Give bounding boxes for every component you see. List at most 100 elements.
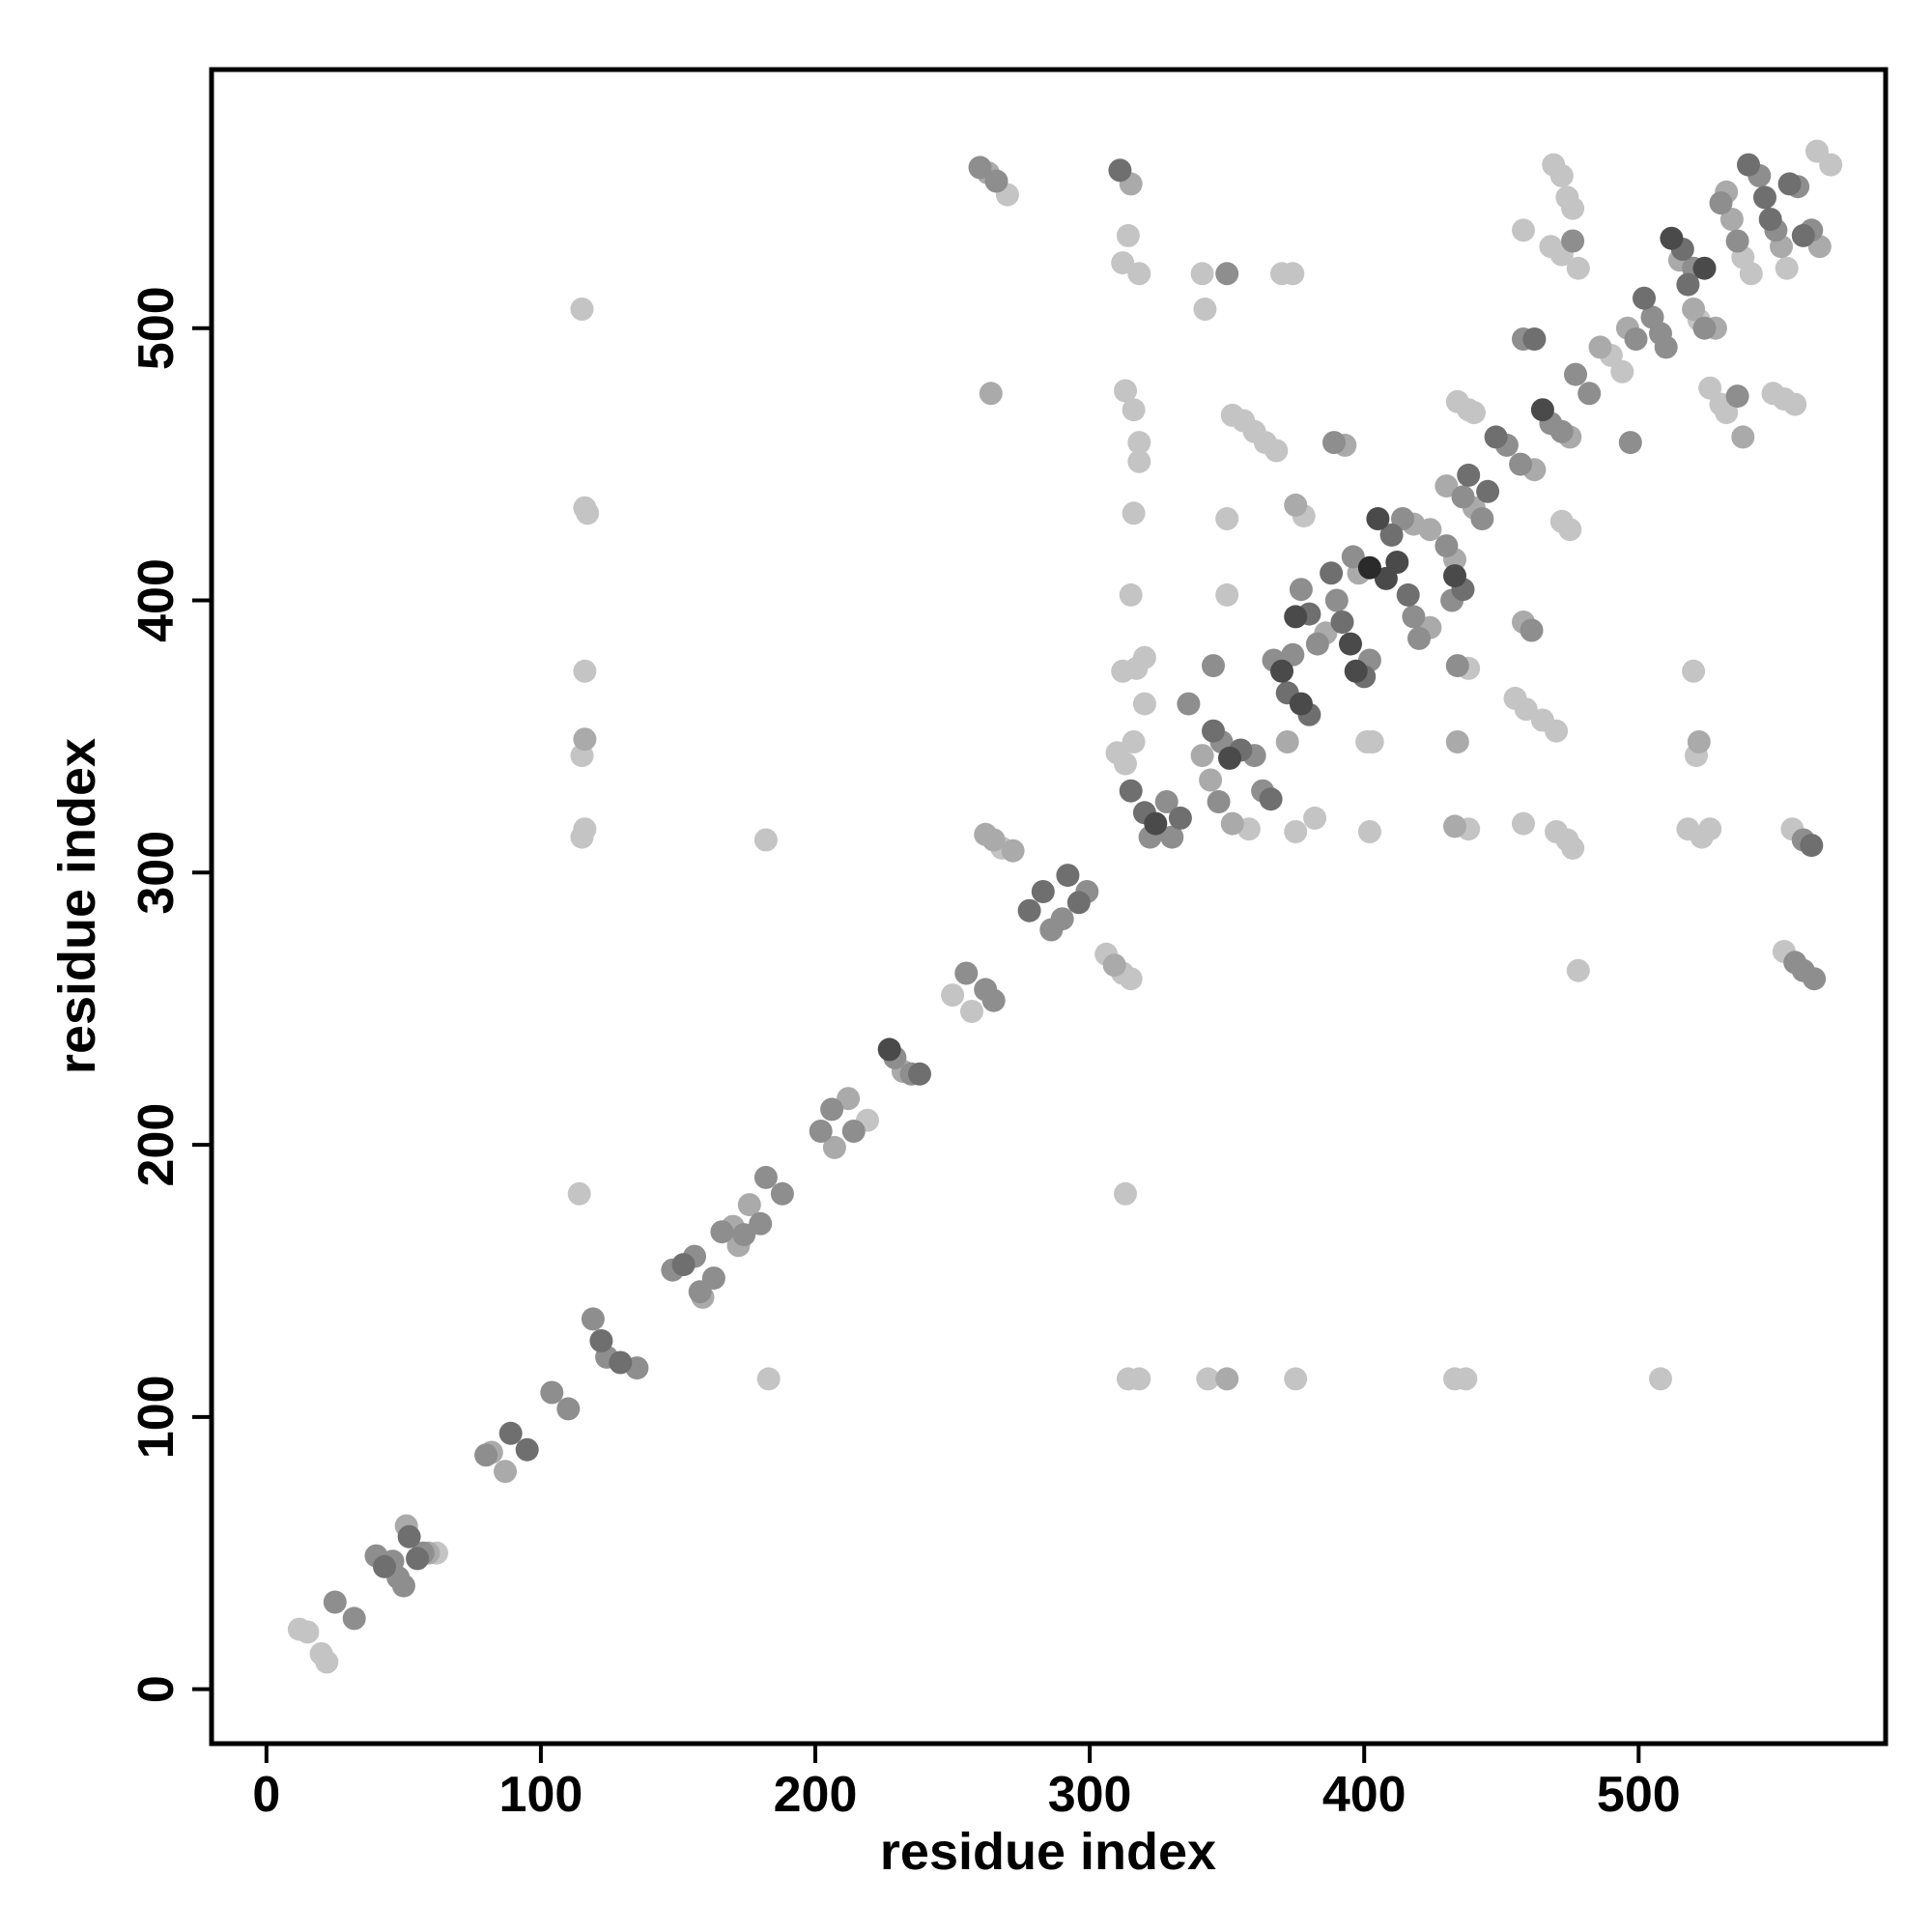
data-point [1654,335,1678,359]
data-point [1202,719,1225,743]
data-point [1218,746,1241,770]
data-point [1470,507,1494,530]
data-point [1454,1367,1478,1391]
data-point [1122,398,1146,422]
data-point [1457,463,1481,487]
data-point [1320,561,1344,585]
data-point [1719,208,1744,231]
data-point [1633,286,1656,310]
x-tick-label: 200 [774,1767,858,1823]
data-point [1549,163,1574,187]
data-point [1443,564,1466,588]
data-point [1443,814,1466,838]
data-point [1199,768,1223,792]
data-point [1374,566,1398,590]
data-point [820,1097,844,1122]
data-point [1549,419,1574,443]
data-point [841,1120,866,1143]
data-point [1698,817,1722,841]
data-point [1357,555,1381,580]
y-tick-label: 500 [128,286,185,370]
data-point [1682,659,1706,683]
data-point [1445,730,1469,753]
x-tick-label: 300 [1048,1767,1132,1823]
data-point [756,1367,781,1391]
data-point [1264,439,1289,463]
data-point [1339,632,1362,656]
data-point [1017,898,1041,923]
data-point [576,501,600,526]
x-tick-label: 500 [1597,1767,1681,1823]
data-point [1418,518,1442,542]
data-point [567,1181,591,1206]
data-point [1127,262,1151,286]
data-point [1577,382,1602,406]
data-point [1160,825,1184,849]
data-point [1624,327,1648,351]
data-point [515,1437,539,1462]
data-point [1805,139,1829,163]
data-point [1566,256,1590,280]
data-point [1305,632,1329,656]
data-point [556,1397,581,1421]
data-point [908,1062,931,1086]
plot-frame [209,67,1889,1747]
data-point [1144,811,1168,836]
data-point [1618,431,1642,455]
data-point [960,1000,983,1023]
data-point [1783,392,1807,416]
data-point [1676,272,1700,297]
data-point [1509,452,1533,476]
data-point [342,1606,366,1631]
data-point [1692,316,1717,340]
data-point [570,298,594,321]
data-point [1207,790,1231,813]
data-point [753,1165,778,1189]
x-tick-label: 0 [252,1767,280,1823]
data-point [1215,507,1239,530]
y-tick-label: 200 [128,1103,185,1187]
data-point [373,1554,396,1578]
data-point [573,727,597,752]
data-point [979,382,1003,406]
data-point [1168,806,1192,830]
data-point [1698,376,1722,400]
data-point [1127,1367,1151,1391]
data-point [1725,384,1749,409]
x-tick-label: 400 [1322,1767,1406,1823]
data-point [1737,153,1760,177]
data-point [710,1220,734,1244]
y-tick-label: 300 [128,831,185,915]
data-point [1281,262,1305,286]
data-point [1215,1367,1239,1391]
data-point [1385,551,1409,574]
data-point [1220,403,1244,427]
data-point [1692,256,1717,280]
data-point [397,1524,421,1548]
x-axis: 0 100 200 300 400 500 [252,1744,1681,1823]
data-point [822,1135,846,1159]
data-point [1682,298,1706,321]
data-point [1445,654,1469,678]
data-point [391,1574,415,1598]
data-point [1284,493,1308,517]
y-axis-title: residue index [48,738,106,1074]
data-point [837,1087,861,1111]
data-point [1066,891,1091,915]
data-point [1289,692,1313,716]
data-point [753,828,778,852]
data-point [1114,379,1137,403]
data-point [573,659,597,683]
y-axis: 0 100 200 300 400 500 [128,286,212,1703]
y-tick-label: 0 [128,1675,185,1703]
data-point [1800,834,1824,858]
data-point [1725,229,1749,253]
data-point [296,1620,320,1644]
data-point [1462,401,1486,425]
data-point [737,1193,761,1217]
data-point [1122,730,1146,753]
data-point [1119,779,1143,803]
data-point [1193,298,1217,321]
data-point [1687,730,1711,753]
data-point [1111,251,1135,275]
